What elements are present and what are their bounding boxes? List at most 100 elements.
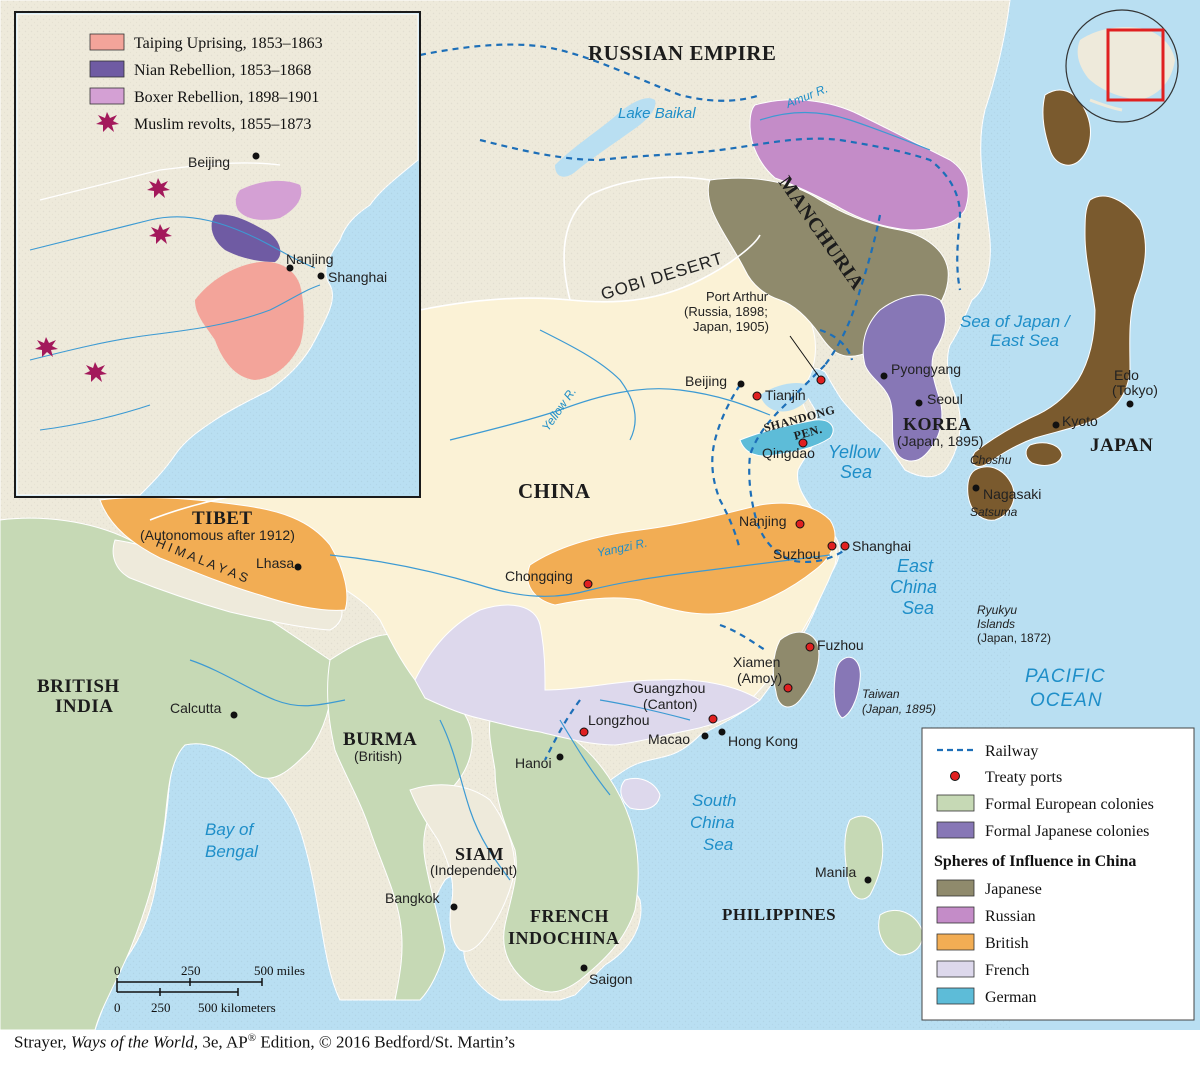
label-east-china-3: Sea (902, 598, 934, 618)
label-port-arthur-2: (Russia, 1898; (684, 304, 768, 319)
label-bangkok: Bangkok (385, 890, 440, 906)
cities: Port Arthur (Russia, 1898; Japan, 1905) … (170, 289, 1158, 987)
city-dot-seoul (915, 399, 923, 407)
locator-frame (1106, 28, 1165, 102)
swatch-nian (89, 60, 125, 78)
label-south-china-2: China (690, 813, 734, 832)
label-bay-bengal-1: Bay of (205, 820, 255, 839)
label-pacific-1: PACIFIC (1025, 666, 1106, 687)
label-yellow-sea-2: Sea (840, 462, 872, 482)
inset-legend-muslim: Muslim revolts, 1855–1873 (134, 116, 311, 133)
taiwan-island (833, 656, 861, 719)
inset-texture (17, 14, 417, 494)
inset-legend-taiping: Taiping Uprising, 1853–1863 (134, 35, 323, 52)
label-ryukyu-1: Ryukyu (977, 603, 1017, 617)
city-dot-nagasaki (972, 484, 980, 492)
caption-registered: ® (247, 1032, 257, 1044)
inset-nanjing-dot (286, 264, 294, 272)
legend-jcolony-swatch (936, 821, 975, 839)
inset-rivers (29, 216, 321, 431)
japan-honshu (971, 195, 1146, 467)
japan-shikoku (1025, 442, 1063, 466)
inset-shanghai-dot (317, 272, 325, 280)
lake-baikal (555, 98, 656, 177)
label-pacific-2: OCEAN (1030, 690, 1103, 711)
inset-legend-nian: Nian Rebellion, 1853–1868 (134, 62, 311, 79)
label-british-india-2: INDIA (55, 696, 113, 717)
legend-railway: Railway (985, 743, 1038, 760)
label-macao: Macao (648, 731, 690, 747)
caption-author: Strayer, (14, 1032, 71, 1052)
inset-legend-boxer: Boxer Rebellion, 1898–1901 (134, 89, 319, 106)
label-kyoto: Kyoto (1062, 413, 1098, 429)
label-siam-note: (Independent) (430, 862, 517, 878)
label-burma-note: (British) (354, 748, 402, 764)
port-dot-guangzhou (708, 714, 718, 724)
port-dot-qingdao (798, 438, 808, 448)
label-south-china-3: Sea (703, 835, 733, 854)
map-canvas: Taiping Uprising, 1853–1863 Nian Rebelli… (0, 0, 1200, 1030)
label-sea-japan-1: Sea of Japan / (960, 312, 1072, 331)
port-dot-xiamen (783, 683, 793, 693)
tibet-region (99, 497, 348, 611)
port-dot-shanghai (840, 541, 850, 551)
scale-mi-250: 250 (181, 963, 201, 978)
label-suzhou: Suzhou (773, 546, 820, 562)
legend-russian: Russian (985, 908, 1036, 925)
city-dot-pyongyang (880, 372, 888, 380)
caption-title: Ways of the World, (70, 1032, 199, 1052)
hainan-island (620, 777, 661, 810)
city-dot-macao (701, 732, 709, 740)
scale-bar: 0 250 500 miles 0 250 500 kilometers (114, 963, 305, 1015)
legend-british: British (985, 935, 1029, 952)
muslim-star-icon (149, 224, 172, 244)
muslim-star-icon (96, 112, 119, 132)
legend-port-sample (950, 771, 960, 781)
port-arthur-leader (789, 335, 821, 379)
inset-shanghai-label: Shanghai (328, 269, 387, 285)
inset-taiping (195, 261, 304, 380)
label-hong-kong: Hong Kong (728, 733, 798, 749)
label-tibet: TIBET (192, 508, 253, 529)
legend-japanese-colonies: Formal Japanese colonies (985, 823, 1149, 840)
port-dot-nanjing (795, 519, 805, 529)
legend-french-swatch (936, 960, 975, 978)
inset-map (14, 11, 421, 498)
japan-kyushu (967, 466, 1015, 521)
scale-km-500: 500 kilometers (198, 1000, 276, 1015)
legend-british-swatch (936, 933, 975, 951)
inset-nanjing-label: Nanjing (286, 251, 333, 267)
label-south-china-1: South (692, 791, 736, 810)
label-guangzhou-2: (Canton) (643, 696, 697, 712)
label-yellow-sea-1: Yellow (828, 442, 881, 462)
swatch-taiping (89, 33, 125, 51)
label-satsuma: Satsuma (970, 505, 1018, 519)
label-burma: BURMA (343, 729, 417, 750)
label-lhasa: Lhasa (256, 555, 294, 571)
french-south-sphere (414, 604, 761, 746)
label-beijing: Beijing (685, 373, 727, 389)
port-dot-longzhou (579, 727, 589, 737)
label-philippines: PHILIPPINES (722, 905, 836, 924)
label-choshu: Choshu (970, 453, 1012, 467)
muslim-star-icon (35, 337, 58, 357)
label-french-indochina-2: INDOCHINA (508, 928, 620, 948)
label-tibet-note: (Autonomous after 1912) (140, 527, 295, 543)
city-dot-beijing (737, 380, 745, 388)
label-british-india-1: BRITISH (37, 676, 120, 697)
port-dot-port-arthur (816, 375, 826, 385)
shandong-german-sphere (739, 419, 834, 457)
scale-km-250: 250 (151, 1000, 171, 1015)
legend-european: Formal European colonies (985, 796, 1154, 813)
label-russian-empire: RUSSIAN EMPIRE (588, 41, 776, 65)
label-east-china-1: East (897, 556, 934, 576)
label-korea: KOREA (903, 414, 972, 434)
label-nanjing: Nanjing (739, 513, 786, 529)
label-tianjin: Tianjin (765, 387, 806, 403)
caption-rest: Edition, © 2016 Bedford/St. Martin’s (256, 1032, 516, 1052)
legend-japanese: Japanese (985, 881, 1042, 898)
label-french-indochina-1: FRENCH (530, 906, 609, 926)
label-hanoi: Hanoi (515, 755, 552, 771)
port-dot-suzhou (827, 541, 837, 551)
city-dot-bangkok (450, 903, 458, 911)
